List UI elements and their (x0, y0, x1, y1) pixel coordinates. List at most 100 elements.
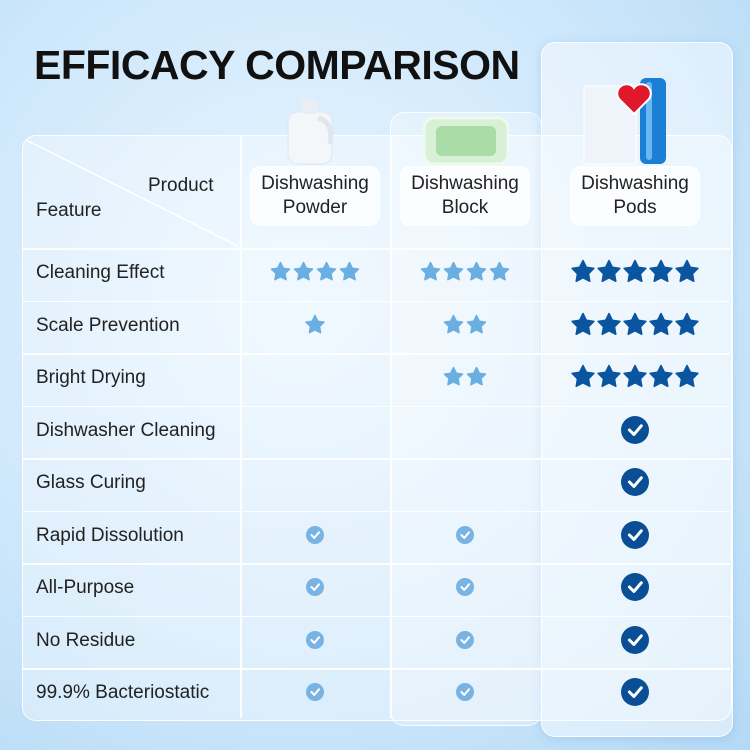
star (597, 365, 621, 388)
row-line (22, 405, 730, 407)
feature-label: Glass Curing (36, 472, 146, 494)
cell (621, 468, 649, 497)
corner-diagonal (25, 139, 239, 247)
corner-feature: Feature (36, 200, 102, 221)
feature-label: All-Purpose (36, 577, 135, 599)
check-circle (621, 625, 649, 654)
check-mark (306, 630, 324, 649)
check-mark (456, 525, 474, 544)
cell (443, 367, 487, 386)
check-tick (627, 634, 643, 646)
check-circle (456, 525, 474, 544)
check-tick (460, 583, 471, 592)
feature-label: No Residue (36, 629, 136, 651)
check-circle (621, 415, 649, 444)
product-label: Dishwashing Pods (570, 166, 700, 226)
row-line (22, 563, 730, 565)
star-rating (420, 262, 510, 281)
star-rating (571, 260, 699, 283)
check-tick (310, 636, 321, 644)
star (489, 262, 510, 281)
star (443, 262, 464, 281)
check-circle (621, 678, 649, 707)
row-line (22, 668, 730, 670)
check-circle (621, 573, 649, 602)
title: EFFICACY COMPARISON (34, 42, 520, 88)
star (420, 262, 441, 281)
check-circle (621, 520, 649, 549)
check-circle (306, 578, 324, 597)
feature-label: Rapid Dissolution (36, 524, 184, 546)
star (571, 312, 595, 335)
star-rating (571, 365, 699, 388)
check-mark (306, 525, 324, 544)
star (623, 260, 647, 283)
star (597, 260, 621, 283)
check-tick (627, 424, 643, 436)
feature-label: Scale Prevention (36, 314, 180, 336)
cell (621, 678, 649, 707)
column-line (240, 136, 242, 718)
star (597, 312, 621, 335)
star (571, 260, 595, 283)
check-tick (627, 581, 643, 594)
star (466, 262, 487, 281)
check-tick (627, 529, 643, 541)
cell (306, 578, 324, 597)
cell (306, 630, 324, 649)
star (675, 312, 699, 335)
product-label: Dishwashing Block (400, 166, 530, 226)
star (649, 260, 673, 283)
check-circle (306, 630, 324, 649)
check-circle (621, 468, 649, 497)
check-mark (456, 683, 474, 702)
powder-bottle (287, 99, 334, 165)
feature-label: Dishwasher Cleaning (36, 419, 216, 441)
cell (621, 520, 649, 549)
check-mark (456, 630, 474, 649)
check-tick (310, 688, 321, 697)
star-rating (443, 314, 487, 334)
cell (621, 625, 649, 654)
row-line (22, 510, 730, 512)
star (571, 365, 595, 388)
star (466, 314, 487, 334)
star-rating (270, 262, 360, 281)
check-tick (627, 686, 643, 699)
check-mark (621, 678, 649, 707)
star (270, 262, 291, 281)
check-mark (621, 468, 649, 497)
cell (571, 260, 699, 283)
cell (375, 410, 555, 450)
feature-label: 99.9% Bacteriostatic (36, 682, 210, 704)
column-line (390, 136, 392, 718)
row-line (22, 458, 730, 460)
check-tick (310, 583, 321, 592)
pods-panel (541, 42, 733, 737)
star (649, 365, 673, 388)
star (675, 365, 699, 388)
star-rating (571, 312, 699, 335)
star (443, 367, 464, 386)
check-mark (621, 415, 649, 444)
cell (443, 314, 487, 334)
row-line (22, 615, 730, 617)
cell (456, 578, 474, 597)
star (675, 260, 699, 283)
cell (306, 683, 324, 702)
star (339, 262, 360, 281)
star (623, 312, 647, 335)
feature-label: Cleaning Effect (36, 262, 165, 284)
star-rating (305, 314, 325, 334)
star (316, 262, 337, 281)
check-mark (306, 683, 324, 702)
check-mark (621, 520, 649, 549)
row-line (22, 300, 730, 302)
table (22, 135, 732, 721)
star (623, 365, 647, 388)
check-tick (460, 636, 471, 644)
check-tick (627, 476, 643, 489)
cell (456, 525, 474, 544)
check-circle (456, 683, 474, 702)
